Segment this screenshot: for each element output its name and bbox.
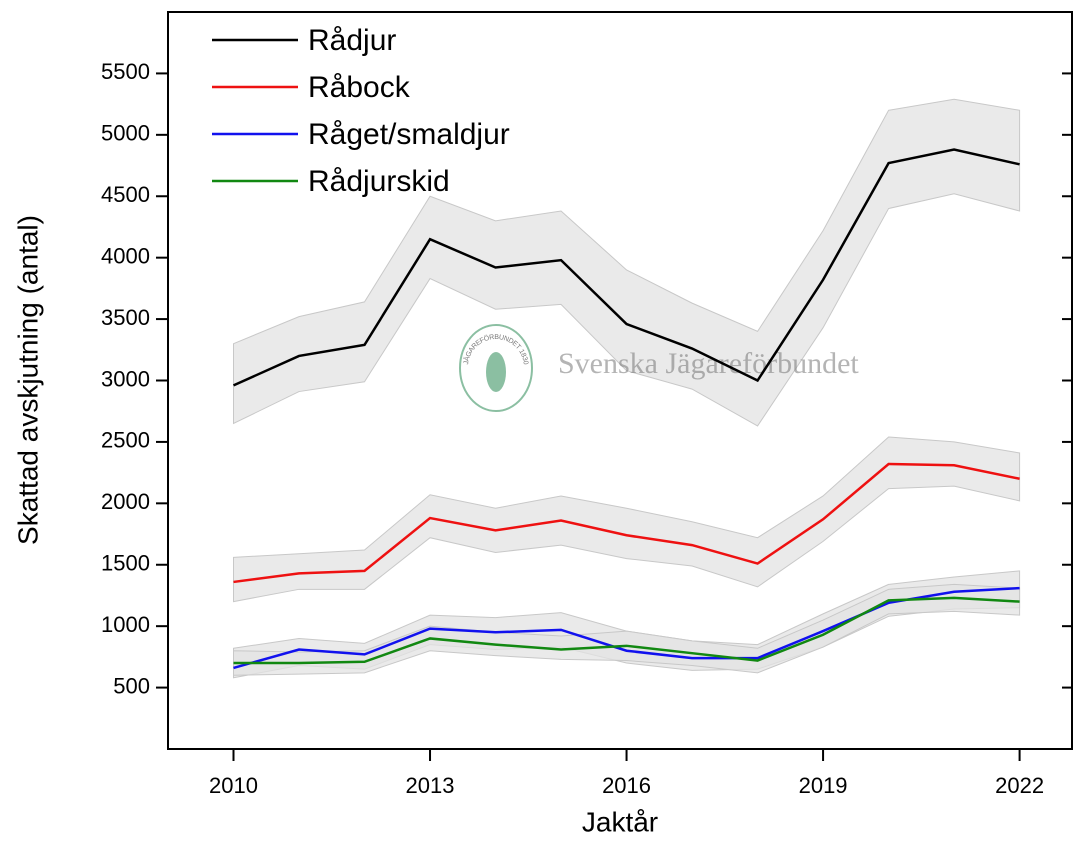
y-tick-label: 1000 (101, 612, 150, 637)
logo-ring (459, 324, 533, 412)
confidence-band (233, 98, 1021, 427)
x-tick-label: 2010 (209, 773, 258, 798)
x-tick-label: 2016 (602, 773, 651, 798)
logo-bird (486, 352, 506, 392)
legend-label: Rådjurskid (308, 165, 450, 198)
y-tick-label: 3000 (101, 366, 150, 391)
legend-label: Råbock (308, 71, 411, 104)
y-tick-label: 3500 (101, 305, 150, 330)
y-tick-label: 1500 (101, 551, 150, 576)
y-tick-label: 500 (113, 673, 150, 698)
y-tick-label: 4000 (101, 243, 150, 268)
y-tick-label: 5500 (101, 59, 150, 84)
series-line (233, 596, 1020, 665)
y-tick-label: 5000 (101, 121, 150, 146)
y-axis-label: Skattad avskjutning (antal) (12, 215, 43, 545)
legend-label: Råget/smaldjur (308, 118, 510, 151)
legend-label: Rådjur (308, 24, 396, 57)
x-tick-label: 2013 (406, 773, 455, 798)
bands (233, 98, 1021, 679)
watermark-text: Svenska Jägareförbundet (558, 347, 859, 380)
x-tick-label: 2019 (799, 773, 848, 798)
y-tick-label: 4500 (101, 182, 150, 207)
series-line (232, 148, 1020, 387)
x-tick-label: 2022 (995, 773, 1044, 798)
confidence-band (233, 436, 1021, 603)
series-line (233, 462, 1020, 584)
y-tick-label: 2500 (101, 428, 150, 453)
y-tick-label: 2000 (101, 489, 150, 514)
series-line (233, 586, 1020, 670)
x-axis-label: Jaktår (582, 806, 658, 837)
